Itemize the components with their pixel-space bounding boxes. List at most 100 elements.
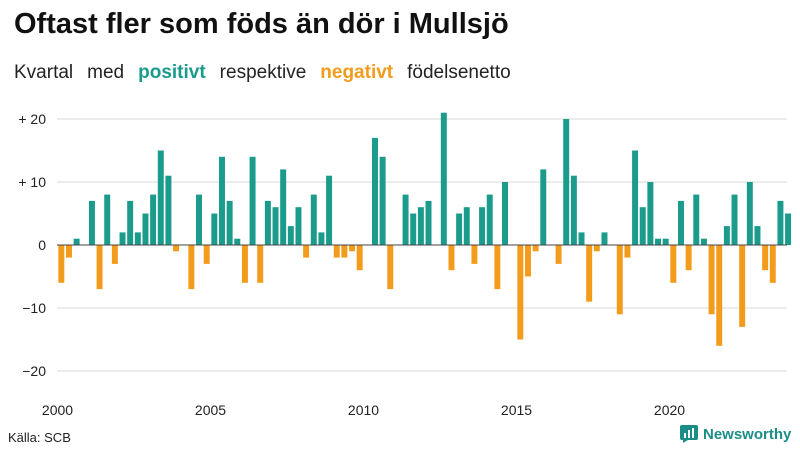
bar-76: [639, 207, 646, 245]
bar-90: [746, 182, 753, 245]
bar-35: [326, 175, 333, 245]
bar-26: [257, 245, 264, 283]
bar-10: [134, 232, 141, 245]
subtitle-positive-label: positivt: [138, 62, 206, 83]
bar-21: [218, 156, 225, 245]
bar-94: [777, 200, 784, 245]
bar-79: [662, 238, 669, 245]
bar-93: [769, 245, 776, 283]
bar-85: [708, 245, 715, 315]
y-tick-label-3: −10: [22, 300, 46, 316]
bar-88: [731, 194, 738, 245]
bar-63: [540, 169, 547, 245]
bar-36: [333, 245, 340, 258]
bar-62: [532, 245, 539, 252]
bar-83: [693, 194, 700, 245]
bar-65: [555, 245, 562, 264]
bar-51: [448, 245, 455, 271]
source-note: Källa: SCB: [8, 430, 71, 445]
bar-77: [647, 182, 654, 245]
bar-87: [723, 226, 730, 245]
bar-8: [119, 232, 126, 245]
bar-68: [578, 232, 585, 245]
subtitle-part-net-births: födelsenetto: [407, 62, 511, 83]
bar-23: [234, 238, 241, 245]
bar-84: [700, 238, 707, 245]
x-tick-label-2: 2010: [348, 402, 379, 418]
bar-28: [272, 207, 279, 245]
bar-14: [165, 175, 172, 245]
bar-15: [173, 245, 180, 252]
bar-32: [303, 245, 310, 258]
bar-45: [402, 194, 409, 245]
bar-12: [150, 194, 157, 245]
bar-39: [356, 245, 363, 271]
bar-2: [73, 238, 80, 245]
bar-6: [104, 194, 111, 245]
y-tick-label-1: + 10: [18, 174, 46, 190]
subtitle-part-respectively: respektive: [219, 62, 307, 83]
bar-66: [563, 119, 570, 245]
chart-title: Oftast fler som föds än dör i Mullsjö: [14, 8, 509, 40]
bar-56: [486, 194, 493, 245]
bar-91: [754, 226, 761, 245]
bar-25: [249, 156, 256, 245]
bar-70: [593, 245, 600, 252]
bar-55: [479, 207, 486, 245]
bar-5: [96, 245, 103, 290]
bar-34: [318, 232, 325, 245]
bar-95: [785, 213, 792, 245]
bar-61: [524, 245, 531, 277]
bar-89: [739, 245, 746, 327]
x-tick-label-4: 2020: [654, 402, 685, 418]
subtitle-negative-label: negativt: [320, 62, 394, 83]
bar-0: [58, 245, 65, 283]
bar-37: [341, 245, 348, 258]
bar-53: [463, 207, 470, 245]
brand-name: Newsworthy: [703, 425, 792, 443]
brand-logo[interactable]: Newsworthy: [680, 425, 791, 443]
bar-27: [264, 200, 271, 245]
subtitle-part-quarter: Kvartal: [14, 62, 74, 83]
chart-bars: [58, 112, 792, 346]
bar-42: [379, 156, 386, 245]
bar-13: [157, 150, 164, 245]
bar-22: [226, 200, 233, 245]
bar-20: [211, 213, 218, 245]
bar-29: [280, 169, 287, 245]
y-axis-ticks: + 20 + 10 0 −10 −20: [18, 111, 46, 379]
bar-73: [616, 245, 623, 315]
x-tick-label-0: 2000: [42, 402, 73, 418]
bar-17: [188, 245, 195, 290]
bar-69: [586, 245, 593, 302]
bar-18: [196, 194, 203, 245]
bar-82: [685, 245, 692, 271]
bar-86: [716, 245, 723, 346]
x-tick-label-1: 2005: [195, 402, 226, 418]
bar-54: [471, 245, 478, 264]
bar-46: [410, 213, 417, 245]
bar-92: [762, 245, 769, 271]
bar-38: [349, 245, 356, 252]
bar-7: [111, 245, 118, 264]
bar-74: [624, 245, 631, 258]
bar-80: [670, 245, 677, 283]
bar-43: [387, 245, 394, 290]
x-tick-label-3: 2015: [501, 402, 532, 418]
bar-19: [203, 245, 210, 264]
bar-78: [655, 238, 662, 245]
bar-4: [88, 200, 95, 245]
subtitle-part-with: med: [87, 62, 125, 83]
chart-subtitle: Kvartal med positivt respektive negativt föde…: [14, 62, 525, 84]
x-axis-ticks: 2000 2005 2010 2015 2020: [42, 402, 685, 418]
bar-75: [632, 150, 639, 245]
bar-47: [417, 207, 424, 245]
y-tick-label-2: 0: [38, 237, 46, 253]
bar-11: [142, 213, 149, 245]
bar-33: [310, 194, 317, 245]
bar-1: [65, 245, 72, 258]
bar-57: [494, 245, 501, 290]
bar-9: [127, 200, 134, 245]
bar-48: [425, 200, 432, 245]
bar-81: [677, 200, 684, 245]
